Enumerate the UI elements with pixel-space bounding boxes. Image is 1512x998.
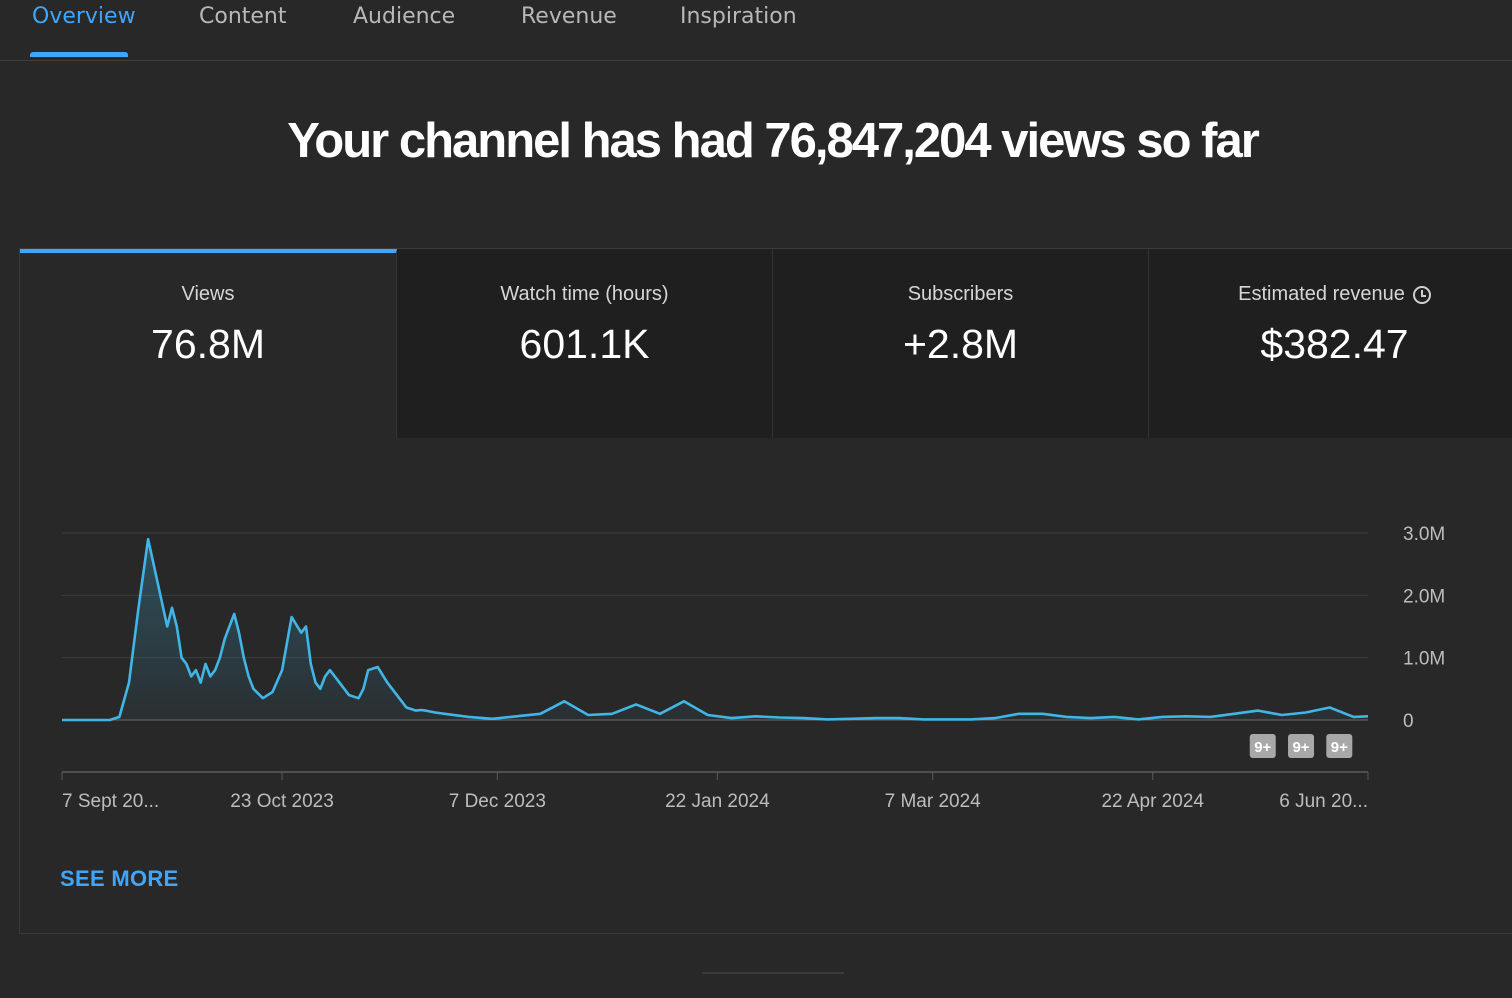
y-tick-label: 2.0M — [1403, 586, 1445, 607]
x-tick-label: 7 Dec 2023 — [449, 791, 546, 812]
tab-revenue[interactable]: Revenue — [521, 4, 617, 29]
tab-audience[interactable]: Audience — [353, 4, 456, 29]
see-more-link[interactable]: SEE MORE — [60, 866, 179, 891]
series-line — [62, 537, 1369, 722]
y-tick-label: 3.0M — [1403, 524, 1445, 545]
y-tick-label: 1.0M — [1403, 649, 1445, 670]
metric-label-text: Estimated revenue — [1238, 283, 1405, 305]
metric-value: 601.1K — [519, 321, 650, 367]
tab-content[interactable]: Content — [199, 4, 287, 29]
annotation-badge — [1326, 734, 1353, 758]
divider — [702, 972, 844, 974]
series-area — [62, 539, 1368, 720]
x-tick-label: 7 Mar 2024 — [885, 791, 982, 812]
active-tab-indicator — [30, 52, 128, 57]
metric-label: Estimated revenue — [1149, 283, 1512, 306]
metric-value: 76.8M — [151, 321, 265, 367]
metric-watch-time[interactable]: Watch time (hours) 601.1K — [397, 249, 773, 438]
x-tick-label: 22 Jan 2024 — [665, 791, 770, 812]
page-title: Your channel has had 76,847,204 views so… — [287, 114, 1260, 168]
tab-inspiration[interactable]: Inspiration — [680, 4, 797, 29]
tab-bar: Overview Content Audience Revenue Inspir… — [0, 0, 1512, 61]
tab-overview[interactable]: Overview — [32, 4, 136, 29]
metric-label: Views — [181, 283, 235, 305]
annotation-label: 9+ — [1254, 739, 1271, 756]
annotation-badge — [1249, 734, 1276, 758]
x-tick-label: 23 Oct 2023 — [230, 791, 334, 812]
metric-estimated-revenue[interactable]: Estimated revenue $382.47 — [1149, 249, 1512, 438]
x-tick-label: 22 Apr 2024 — [1101, 791, 1204, 812]
overview-card: Views 76.8M Watch time (hours) 601.1K Su… — [19, 248, 1512, 934]
y-tick-label: 0 — [1403, 711, 1414, 732]
x-tick-label: 6 Jun 20... — [1279, 791, 1368, 812]
metric-subscribers[interactable]: Subscribers +2.8M — [773, 249, 1149, 438]
metric-views[interactable]: Views 76.8M — [20, 249, 397, 438]
metric-value: $382.47 — [1260, 321, 1409, 367]
annotation-label: 9+ — [1331, 739, 1348, 756]
metric-label: Subscribers — [907, 283, 1014, 305]
annotation-badge — [1288, 734, 1315, 758]
x-tick-label: 7 Sept 20... — [62, 791, 159, 812]
metric-label: Watch time (hours) — [500, 283, 669, 305]
annotation-label: 9+ — [1292, 739, 1309, 756]
metric-value: +2.8M — [902, 321, 1019, 367]
clock-icon[interactable] — [1412, 286, 1431, 304]
